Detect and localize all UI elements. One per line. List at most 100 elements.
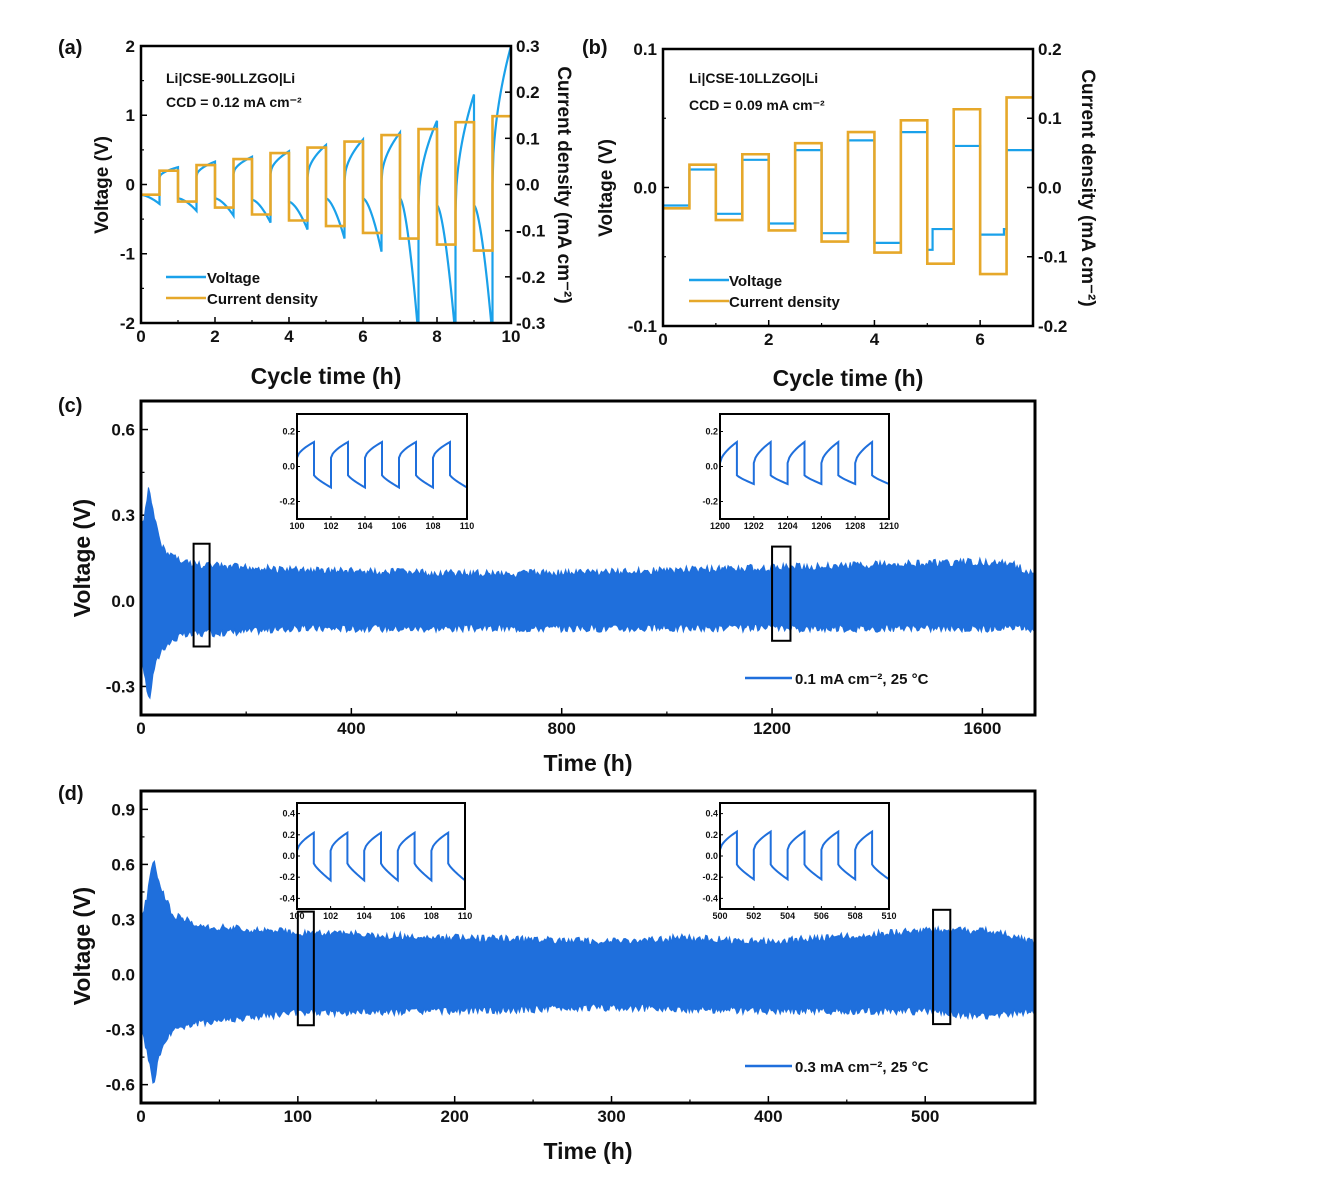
x-tick-label: 0 <box>658 330 667 349</box>
x-axis-label-d: Time (h) <box>543 1138 632 1164</box>
legend-b-current: Current density <box>729 294 841 311</box>
plot-area <box>663 96 1033 276</box>
y-tick-label: -0.1 <box>628 317 657 336</box>
x-tick-label: 800 <box>548 719 576 738</box>
y2-axis-label-a: Current density (mA cm⁻²) <box>553 66 574 303</box>
y-tick-label: -0.3 <box>106 677 135 696</box>
y2-tick-label: -0.3 <box>516 314 545 333</box>
y-tick-label: 0.6 <box>111 420 135 439</box>
inset-x-tick-label: 500 <box>712 911 727 921</box>
inset-frame <box>719 413 890 520</box>
inset-y-tick-label: -0.2 <box>702 872 718 882</box>
inset-x-tick-label: 100 <box>289 521 304 531</box>
y-tick-label: -0.3 <box>106 1021 135 1040</box>
inset-x-tick-label: 508 <box>848 911 863 921</box>
inset-y-tick-label: 0.0 <box>705 462 718 472</box>
inset-x-tick-label: 106 <box>391 521 406 531</box>
inset-frame <box>719 802 890 910</box>
annotation-a-ccd: CCD = 0.12 mA cm⁻² <box>166 94 302 110</box>
y-tick-label: 0 <box>126 175 135 194</box>
x-tick-label: 4 <box>870 330 880 349</box>
inset-x-tick-label: 1200 <box>710 521 730 531</box>
inset-x-tick-label: 104 <box>357 911 372 921</box>
highlight-box <box>932 908 952 1026</box>
x-axis-label-b: Cycle time (h) <box>773 365 924 391</box>
x-tick-label: 300 <box>597 1107 625 1126</box>
inset-x-tick-label: 108 <box>425 521 440 531</box>
plot-frame <box>139 399 1037 717</box>
inset-voltage-series <box>719 439 890 486</box>
y-axis-label-c: Voltage (V) <box>69 499 95 617</box>
y-tick-label: 0.6 <box>111 855 135 874</box>
y2-tick-label: -0.2 <box>516 268 545 287</box>
x-tick-label: 6 <box>975 330 984 349</box>
panel-label-d: (d) <box>58 783 84 805</box>
plot-frame <box>139 789 1037 1105</box>
y-tick-label: -2 <box>120 314 135 333</box>
inset-x-tick-label: 506 <box>814 911 829 921</box>
x-tick-label: 10 <box>502 327 521 346</box>
inset-voltage-series <box>296 830 466 883</box>
plot-area <box>141 46 511 323</box>
inset-y-tick-label: 0.0 <box>282 462 295 472</box>
x-tick-label: 8 <box>432 327 441 346</box>
x-tick-label: 500 <box>911 1107 939 1126</box>
inset-x-tick-label: 1210 <box>879 521 899 531</box>
inset-x-tick-label: 1206 <box>811 521 831 531</box>
panel-label-b: (b) <box>582 37 608 59</box>
current-density-series <box>141 114 511 252</box>
inset-voltage-series <box>719 829 890 882</box>
legend-b-voltage: Voltage <box>729 273 782 290</box>
y-tick-label: 0.0 <box>111 592 135 611</box>
x-tick-label: 0 <box>136 719 145 738</box>
inset-y-tick-label: -0.4 <box>279 893 295 903</box>
inset-y-tick-label: 0.2 <box>282 427 295 437</box>
inset-x-tick-label: 110 <box>458 911 473 921</box>
y-tick-label: 0.0 <box>111 965 135 984</box>
y-tick-label: 1 <box>126 106 135 125</box>
legend-d-entry: 0.3 mA cm⁻², 25 °C <box>795 1059 929 1076</box>
x-tick-label: 200 <box>440 1107 468 1126</box>
inset-y-tick-label: 0.0 <box>282 851 295 861</box>
legend-a-current: Current density <box>207 291 319 308</box>
highlight-box <box>192 542 211 648</box>
y-tick-label: 0.9 <box>111 800 135 819</box>
x-tick-label: 0 <box>136 1107 145 1126</box>
panel-label-a: (a) <box>58 37 82 59</box>
y-tick-label: 0.0 <box>633 178 657 197</box>
highlight-box <box>771 545 792 642</box>
y-tick-label: -1 <box>120 245 135 264</box>
inset-x-tick-label: 1202 <box>744 521 764 531</box>
x-tick-label: 0 <box>136 327 145 346</box>
annotation-a-cell: Li|CSE-90LLZGO|Li <box>166 70 295 86</box>
inset-frame <box>296 413 468 520</box>
inset-x-tick-label: 502 <box>746 911 761 921</box>
annotation-b-cell: Li|CSE-10LLZGO|Li <box>689 70 818 86</box>
y-axis-label-d: Voltage (V) <box>69 887 95 1005</box>
inset-x-tick-label: 1208 <box>845 521 865 531</box>
y2-tick-label: 0.1 <box>516 129 540 148</box>
inset-x-tick-label: 510 <box>881 911 896 921</box>
y-tick-label: 2 <box>126 37 135 56</box>
inset-x-tick-label: 104 <box>357 521 372 531</box>
legend-a-voltage: Voltage <box>207 270 260 287</box>
inset-x-tick-label: 102 <box>323 911 338 921</box>
current-density-series <box>663 96 1033 276</box>
y-tick-label: -0.6 <box>106 1076 135 1095</box>
voltage-profile-series <box>141 487 1035 700</box>
x-tick-label: 400 <box>754 1107 782 1126</box>
inset-x-tick-label: 504 <box>780 911 795 921</box>
y2-tick-label: -0.2 <box>1038 317 1067 336</box>
x-axis-label-c: Time (h) <box>543 750 632 776</box>
highlight-box <box>296 910 315 1027</box>
x-tick-label: 2 <box>764 330 773 349</box>
y2-tick-label: -0.1 <box>516 222 545 241</box>
inset-y-tick-label: 0.4 <box>282 809 295 819</box>
y2-tick-label: 0.2 <box>516 83 540 102</box>
y-tick-label: 0.3 <box>111 506 135 525</box>
inset-y-tick-label: 0.0 <box>705 851 718 861</box>
inset-y-tick-label: -0.2 <box>279 497 295 507</box>
inset-y-tick-label: 0.2 <box>705 427 718 437</box>
inset-x-tick-label: 100 <box>289 911 304 921</box>
